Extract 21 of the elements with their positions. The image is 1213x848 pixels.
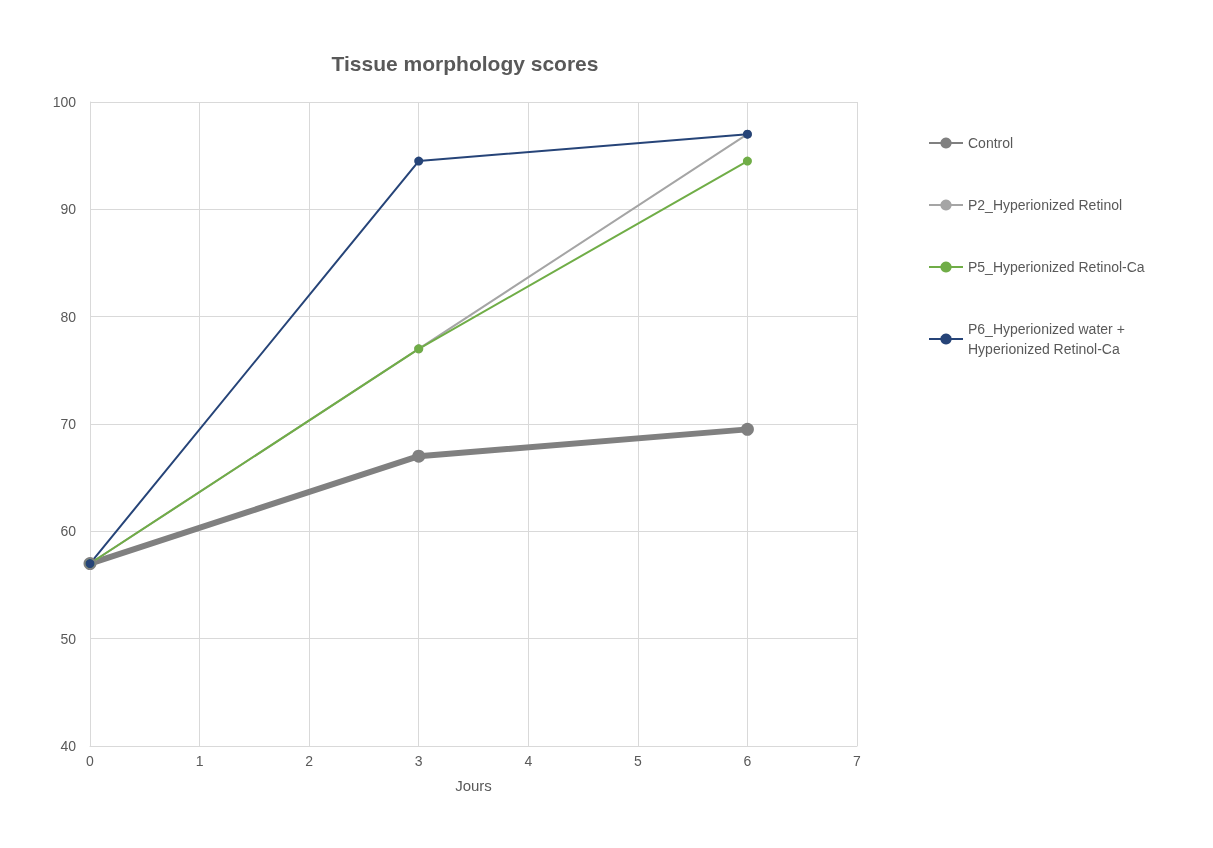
y-tick-label: 70: [60, 416, 77, 432]
chart-title: Tissue morphology scores: [331, 52, 599, 75]
y-tick-label: 50: [60, 630, 77, 647]
x-tick-label: 5: [633, 753, 642, 769]
y-tick-label: 100: [52, 94, 77, 110]
y-tick-label: 90: [60, 201, 77, 218]
y-tick-label: 40: [60, 738, 77, 754]
x-tick-label: 7: [853, 753, 862, 769]
x-tick-label: 4: [524, 753, 533, 769]
x-axis-title: Jours: [455, 777, 492, 794]
x-tick-label: 0: [86, 753, 95, 769]
y-tick-label: 80: [60, 308, 77, 325]
legend-label: P5_Hyperionized Retinol-Ca: [968, 259, 1145, 275]
legend-label: Control: [968, 135, 1014, 151]
legend-label: P6_Hyperionized water + Hyperionized Retinol-Ca: [968, 321, 1129, 357]
x-tick-label: 3: [414, 753, 423, 769]
x-tick-label: 2: [305, 753, 314, 769]
legend-label: P2_Hyperionized Retinol: [968, 197, 1123, 213]
y-tick-label: 60: [60, 523, 77, 540]
x-tick-label: 6: [743, 753, 752, 769]
x-tick-label: 1: [195, 753, 204, 769]
